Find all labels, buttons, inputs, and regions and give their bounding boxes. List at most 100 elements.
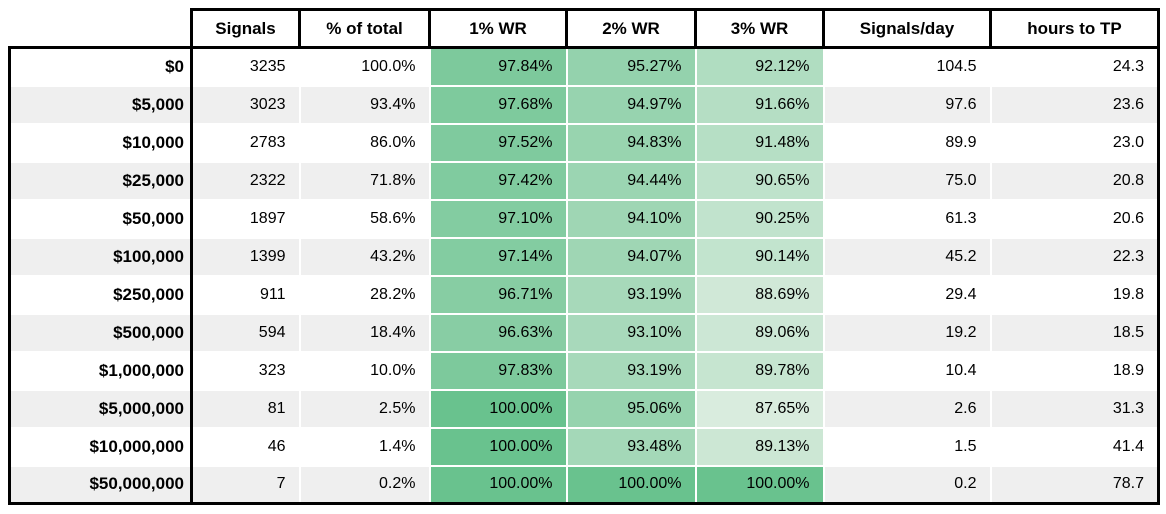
cell-wr-2pct[interactable]: 94.83%	[566, 123, 697, 163]
cell-signals-per-day[interactable]: 97.6	[823, 85, 992, 125]
cell-wr-2pct[interactable]: 93.19%	[566, 275, 697, 315]
cell-wr-3pct[interactable]: 88.69%	[695, 275, 825, 315]
cell-hours-to-tp[interactable]: 31.3	[990, 389, 1160, 429]
cell-signals[interactable]: 1897	[191, 199, 301, 239]
cell-pct-of-total[interactable]: 100.0%	[299, 46, 431, 87]
row-label[interactable]: $1,000,000	[8, 351, 193, 391]
cell-signals[interactable]: 2322	[191, 161, 301, 201]
cell-signals-per-day[interactable]: 75.0	[823, 161, 992, 201]
cell-pct-of-total[interactable]: 58.6%	[299, 199, 431, 239]
cell-signals-per-day[interactable]: 104.5	[823, 46, 992, 87]
cell-hours-to-tp[interactable]: 19.8	[990, 275, 1160, 315]
cell-wr-3pct[interactable]: 90.25%	[695, 199, 825, 239]
cell-wr-1pct[interactable]: 100.00%	[429, 427, 568, 467]
cell-signals[interactable]: 2783	[191, 123, 301, 163]
cell-wr-2pct[interactable]: 100.00%	[566, 465, 697, 505]
cell-signals-per-day[interactable]: 29.4	[823, 275, 992, 315]
cell-signals-per-day[interactable]: 61.3	[823, 199, 992, 239]
cell-signals-per-day[interactable]: 19.2	[823, 313, 992, 353]
cell-signals[interactable]: 594	[191, 313, 301, 353]
cell-signals[interactable]: 81	[191, 389, 301, 429]
cell-wr-1pct[interactable]: 96.63%	[429, 313, 568, 353]
cell-signals[interactable]: 1399	[191, 237, 301, 277]
cell-pct-of-total[interactable]: 18.4%	[299, 313, 431, 353]
column-header-pct-of-total[interactable]: % of total	[298, 8, 431, 49]
cell-pct-of-total[interactable]: 1.4%	[299, 427, 431, 467]
cell-wr-2pct[interactable]: 95.06%	[566, 389, 697, 429]
cell-signals[interactable]: 323	[191, 351, 301, 391]
cell-signals-per-day[interactable]: 2.6	[823, 389, 992, 429]
cell-wr-1pct[interactable]: 97.42%	[429, 161, 568, 201]
cell-wr-3pct[interactable]: 89.06%	[695, 313, 825, 353]
cell-pct-of-total[interactable]: 28.2%	[299, 275, 431, 315]
cell-wr-1pct[interactable]: 97.52%	[429, 123, 568, 163]
column-header-signals[interactable]: Signals	[190, 8, 301, 49]
cell-wr-3pct[interactable]: 91.66%	[695, 85, 825, 125]
cell-wr-1pct[interactable]: 97.83%	[429, 351, 568, 391]
cell-wr-3pct[interactable]: 89.13%	[695, 427, 825, 467]
cell-pct-of-total[interactable]: 86.0%	[299, 123, 431, 163]
cell-hours-to-tp[interactable]: 23.0	[990, 123, 1160, 163]
cell-wr-2pct[interactable]: 93.48%	[566, 427, 697, 467]
cell-wr-1pct[interactable]: 96.71%	[429, 275, 568, 315]
cell-wr-1pct[interactable]: 97.68%	[429, 85, 568, 125]
cell-wr-3pct[interactable]: 91.48%	[695, 123, 825, 163]
cell-hours-to-tp[interactable]: 24.3	[990, 46, 1160, 87]
cell-pct-of-total[interactable]: 10.0%	[299, 351, 431, 391]
cell-wr-3pct[interactable]: 90.14%	[695, 237, 825, 277]
column-header-hours-to-tp[interactable]: hours to TP	[989, 8, 1160, 49]
cell-hours-to-tp[interactable]: 20.8	[990, 161, 1160, 201]
cell-wr-3pct[interactable]: 90.65%	[695, 161, 825, 201]
cell-pct-of-total[interactable]: 0.2%	[299, 465, 431, 505]
cell-wr-2pct[interactable]: 93.19%	[566, 351, 697, 391]
cell-wr-1pct[interactable]: 100.00%	[429, 465, 568, 505]
cell-hours-to-tp[interactable]: 22.3	[990, 237, 1160, 277]
cell-wr-1pct[interactable]: 97.84%	[429, 46, 568, 87]
cell-wr-1pct[interactable]: 100.00%	[429, 389, 568, 429]
cell-wr-2pct[interactable]: 94.07%	[566, 237, 697, 277]
row-label[interactable]: $250,000	[8, 275, 193, 315]
cell-wr-2pct[interactable]: 94.97%	[566, 85, 697, 125]
cell-wr-3pct[interactable]: 100.00%	[695, 465, 825, 505]
cell-wr-3pct[interactable]: 87.65%	[695, 389, 825, 429]
cell-signals-per-day[interactable]: 1.5	[823, 427, 992, 467]
row-label[interactable]: $5,000	[8, 85, 193, 125]
row-label[interactable]: $25,000	[8, 161, 193, 201]
cell-hours-to-tp[interactable]: 20.6	[990, 199, 1160, 239]
cell-wr-2pct[interactable]: 93.10%	[566, 313, 697, 353]
cell-pct-of-total[interactable]: 93.4%	[299, 85, 431, 125]
cell-signals-per-day[interactable]: 45.2	[823, 237, 992, 277]
cell-signals[interactable]: 3235	[191, 46, 301, 87]
row-label[interactable]: $100,000	[8, 237, 193, 277]
cell-signals[interactable]: 911	[191, 275, 301, 315]
cell-signals[interactable]: 7	[191, 465, 301, 505]
row-label[interactable]: $50,000	[8, 199, 193, 239]
cell-hours-to-tp[interactable]: 41.4	[990, 427, 1160, 467]
column-header-wr-2pct[interactable]: 2% WR	[565, 8, 697, 49]
cell-hours-to-tp[interactable]: 18.5	[990, 313, 1160, 353]
cell-pct-of-total[interactable]: 2.5%	[299, 389, 431, 429]
row-label[interactable]: $50,000,000	[8, 465, 193, 505]
row-label[interactable]: $10,000,000	[8, 427, 193, 467]
cell-wr-2pct[interactable]: 94.44%	[566, 161, 697, 201]
row-label[interactable]: $10,000	[8, 123, 193, 163]
cell-signals-per-day[interactable]: 89.9	[823, 123, 992, 163]
column-header-wr-3pct[interactable]: 3% WR	[694, 8, 825, 49]
row-label[interactable]: $5,000,000	[8, 389, 193, 429]
row-label[interactable]: $0	[8, 46, 193, 87]
cell-wr-3pct[interactable]: 89.78%	[695, 351, 825, 391]
cell-wr-3pct[interactable]: 92.12%	[695, 46, 825, 87]
cell-wr-1pct[interactable]: 97.10%	[429, 199, 568, 239]
cell-wr-2pct[interactable]: 95.27%	[566, 46, 697, 87]
row-label[interactable]: $500,000	[8, 313, 193, 353]
cell-pct-of-total[interactable]: 71.8%	[299, 161, 431, 201]
column-header-signals-per-day[interactable]: Signals/day	[822, 8, 992, 49]
cell-signals-per-day[interactable]: 0.2	[823, 465, 992, 505]
cell-wr-2pct[interactable]: 94.10%	[566, 199, 697, 239]
column-header-wr-1pct[interactable]: 1% WR	[428, 8, 568, 49]
cell-hours-to-tp[interactable]: 23.6	[990, 85, 1160, 125]
cell-wr-1pct[interactable]: 97.14%	[429, 237, 568, 277]
cell-pct-of-total[interactable]: 43.2%	[299, 237, 431, 277]
cell-hours-to-tp[interactable]: 78.7	[990, 465, 1160, 505]
cell-signals[interactable]: 3023	[191, 85, 301, 125]
